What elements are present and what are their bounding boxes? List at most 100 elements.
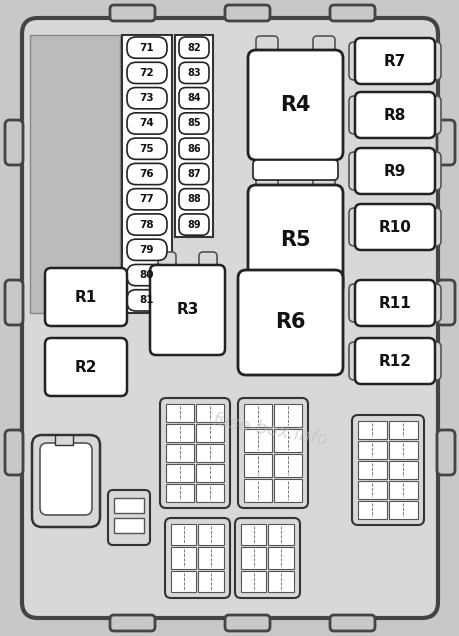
Text: 88: 88 [187,194,201,204]
FancyBboxPatch shape [348,42,440,80]
Text: 74: 74 [140,118,154,128]
FancyBboxPatch shape [312,36,334,54]
FancyBboxPatch shape [40,443,92,515]
Text: 89: 89 [187,219,201,230]
FancyBboxPatch shape [127,138,167,160]
Bar [274,404,302,427]
Bar [196,444,224,462]
Bar [388,501,417,519]
Text: 82: 82 [187,43,201,53]
FancyBboxPatch shape [127,37,167,59]
Bar [357,501,386,519]
Text: R8: R8 [383,107,405,123]
Text: R1: R1 [75,289,97,305]
FancyBboxPatch shape [247,256,269,274]
Bar [268,570,293,592]
FancyBboxPatch shape [354,280,434,326]
FancyBboxPatch shape [5,120,23,165]
Bar [388,481,417,499]
Bar [166,444,194,462]
Text: R9: R9 [383,163,405,179]
Text: 79: 79 [140,245,154,255]
FancyBboxPatch shape [110,5,155,21]
FancyBboxPatch shape [224,615,269,631]
FancyBboxPatch shape [45,268,127,326]
Text: 78: 78 [140,219,154,230]
FancyBboxPatch shape [224,5,269,21]
Bar [357,481,386,499]
Text: fuse-box.info: fuse-box.info [210,411,329,449]
Bar [243,429,271,452]
FancyBboxPatch shape [127,62,167,83]
FancyBboxPatch shape [165,518,230,598]
Text: 75: 75 [140,144,154,154]
FancyBboxPatch shape [150,265,224,355]
Bar [357,421,386,439]
Bar [122,35,172,313]
FancyBboxPatch shape [436,280,454,325]
Bar [171,524,196,545]
Bar [243,479,271,502]
Bar [196,404,224,422]
FancyBboxPatch shape [348,152,440,190]
Bar [357,461,386,479]
Text: R4: R4 [280,95,310,115]
Bar [114,498,144,513]
FancyBboxPatch shape [5,430,23,475]
FancyBboxPatch shape [127,113,167,134]
Text: 72: 72 [140,68,154,78]
FancyBboxPatch shape [157,252,176,268]
Text: 80: 80 [140,270,154,280]
FancyBboxPatch shape [436,120,454,165]
Bar [198,548,224,569]
FancyBboxPatch shape [108,490,150,545]
Bar [171,570,196,592]
FancyBboxPatch shape [354,338,434,384]
Text: R12: R12 [378,354,411,368]
Bar [196,424,224,442]
FancyBboxPatch shape [354,204,434,250]
Bar [174,35,213,237]
Bar [243,454,271,477]
Bar [274,479,302,502]
Text: 71: 71 [140,43,154,53]
Text: 81: 81 [140,295,154,305]
Text: R2: R2 [74,359,97,375]
FancyBboxPatch shape [127,214,167,235]
FancyBboxPatch shape [179,189,208,210]
FancyBboxPatch shape [237,270,342,375]
Bar [388,421,417,439]
FancyBboxPatch shape [179,37,208,59]
Text: 77: 77 [140,194,154,204]
FancyBboxPatch shape [32,435,100,527]
FancyBboxPatch shape [329,5,374,21]
FancyBboxPatch shape [199,252,217,268]
Text: R10: R10 [378,219,410,235]
Bar [268,548,293,569]
FancyBboxPatch shape [110,615,155,631]
Bar [274,429,302,452]
FancyBboxPatch shape [354,38,434,84]
Bar [241,570,266,592]
Bar [166,424,194,442]
FancyBboxPatch shape [436,430,454,475]
FancyBboxPatch shape [179,88,208,109]
FancyBboxPatch shape [179,138,208,160]
FancyBboxPatch shape [179,113,208,134]
Bar [357,441,386,459]
Text: 87: 87 [187,169,201,179]
Text: 84: 84 [187,93,201,103]
FancyBboxPatch shape [235,518,299,598]
Bar [243,404,271,427]
FancyBboxPatch shape [256,171,277,189]
FancyBboxPatch shape [179,214,208,235]
FancyBboxPatch shape [256,36,277,54]
Text: R11: R11 [378,296,410,310]
Text: R5: R5 [280,230,310,250]
Text: R7: R7 [383,53,405,69]
FancyBboxPatch shape [247,50,342,160]
FancyBboxPatch shape [179,163,208,184]
FancyBboxPatch shape [179,62,208,83]
Bar [388,461,417,479]
FancyBboxPatch shape [127,265,167,286]
